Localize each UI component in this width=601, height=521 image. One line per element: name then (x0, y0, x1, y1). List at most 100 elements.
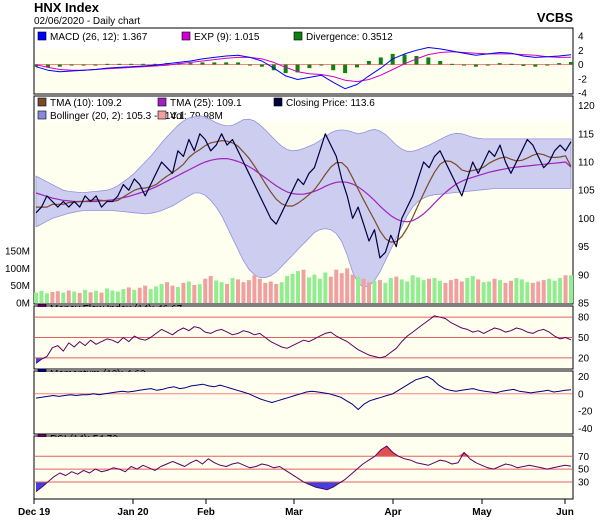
divergence-bar (533, 64, 538, 67)
divergence-bar (283, 64, 288, 74)
volume-bar (519, 279, 524, 303)
mfi-y-ticks: 80 50 20 (578, 313, 590, 365)
volume-bar (88, 292, 93, 303)
divergence-bar (331, 64, 336, 71)
divergence-bar (366, 61, 371, 65)
volume-bar (465, 278, 470, 303)
divergence-bar (438, 61, 443, 65)
y-tick-label: 80 (578, 313, 590, 324)
divergence-bar (569, 62, 573, 65)
volume-bar (383, 282, 388, 303)
volume-bar (514, 278, 519, 303)
volume-bar (55, 291, 60, 303)
divergence-bar (200, 62, 205, 65)
x-axis: Dec 19 Jan 20 Feb Mar Apr May Jun (18, 499, 574, 518)
volume-bar (437, 280, 442, 303)
divergence-bar (509, 63, 514, 65)
volume-bar (367, 282, 372, 303)
x-tick-label: May (472, 507, 492, 518)
volume-bar (498, 280, 503, 303)
y-tick-label: 95 (578, 242, 590, 253)
volume-bar (356, 276, 361, 303)
volume-bar (181, 282, 186, 303)
volume-bar (72, 291, 77, 303)
divergence-bar (248, 64, 252, 66)
volume-bar (203, 278, 208, 303)
brand-label: VCBS (537, 10, 573, 25)
macd-legend: MACD (26, 12): 1.367 EXP (9): 1.015 Diverg… (37, 31, 393, 43)
divergence-bar (319, 64, 324, 66)
volume-bar (525, 282, 530, 303)
divergence-bar (259, 64, 264, 67)
volume-bar (569, 275, 573, 303)
legend-label: EXP (9): 1.015 (194, 32, 260, 43)
volume-bar (192, 284, 197, 303)
volume-bar (115, 291, 120, 303)
y-tick-label: 20 (578, 353, 590, 364)
volume-y-ticks: 150M 100M 50M 0M (5, 247, 30, 310)
legend-swatch (157, 97, 167, 107)
volume-bar (301, 269, 306, 303)
volume-bar (61, 292, 66, 303)
divergence-bar (473, 64, 478, 67)
momentum-plot (35, 372, 572, 433)
divergence-bar (93, 64, 98, 66)
volume-bar (235, 279, 240, 303)
divergence-bar (57, 64, 62, 67)
closing-price-line (35, 133, 572, 259)
divergence-bar (152, 63, 157, 65)
volume-bar (77, 292, 82, 303)
volume-bar (241, 282, 246, 303)
tma10-line (36, 140, 572, 243)
bollinger-band (35, 115, 572, 288)
chart-title: HNX Index (34, 0, 100, 15)
volume-bar (104, 288, 109, 303)
divergence-bar (414, 56, 419, 65)
divergence-bar (426, 57, 431, 65)
divergence-bar (212, 62, 217, 65)
volume-bar (388, 278, 393, 303)
volume-bar (454, 278, 459, 303)
volume-bar (274, 283, 279, 303)
volume-bar (339, 273, 344, 303)
divergence-bar (34, 64, 38, 67)
divergence-bar (497, 63, 502, 65)
legend-swatch (273, 97, 283, 107)
volume-tick-label: 150M (5, 247, 30, 258)
divergence-bar (236, 62, 241, 65)
legend-swatch (37, 110, 47, 120)
y-tick-label: 4 (578, 32, 584, 43)
y-tick-label: 0 (578, 389, 584, 400)
divergence-bar (378, 57, 383, 65)
volume-bar (508, 280, 513, 303)
oscillator-line (35, 375, 572, 410)
volume-bar (110, 290, 115, 303)
volume-bar (470, 275, 475, 303)
volume-bar (263, 282, 268, 303)
volume-bar (170, 285, 175, 303)
volume-tick-label: 50M (11, 281, 30, 292)
volume-bar (558, 278, 563, 303)
legend-swatch (293, 31, 303, 41)
volume-bar (175, 287, 180, 303)
y-tick-label: 90 (578, 270, 590, 281)
macd-signal-line (35, 51, 572, 83)
volume-bar (503, 282, 508, 303)
divergence-bar (271, 64, 276, 71)
legend-label: Closing Price: 113.6 (286, 98, 375, 109)
divergence-bar (45, 64, 50, 68)
volume-bar (416, 277, 421, 303)
volume-bar (257, 278, 262, 303)
divergence-bar (188, 63, 193, 65)
volume-bar (361, 278, 366, 303)
legend-label: TMA (25): 109.1 (170, 98, 242, 109)
volume-bar (432, 278, 437, 303)
volume-bar (547, 278, 552, 303)
legend-label: MACD (26, 12): 1.367 (50, 32, 148, 43)
y-tick-label: -2 (578, 74, 587, 85)
price-panel: TMA (10): 109.2 TMA (25): 109.1 Closing Pr… (5, 95, 595, 310)
volume-bar (230, 278, 235, 303)
volume-bar (121, 289, 126, 303)
x-tick-label: Feb (197, 507, 215, 518)
